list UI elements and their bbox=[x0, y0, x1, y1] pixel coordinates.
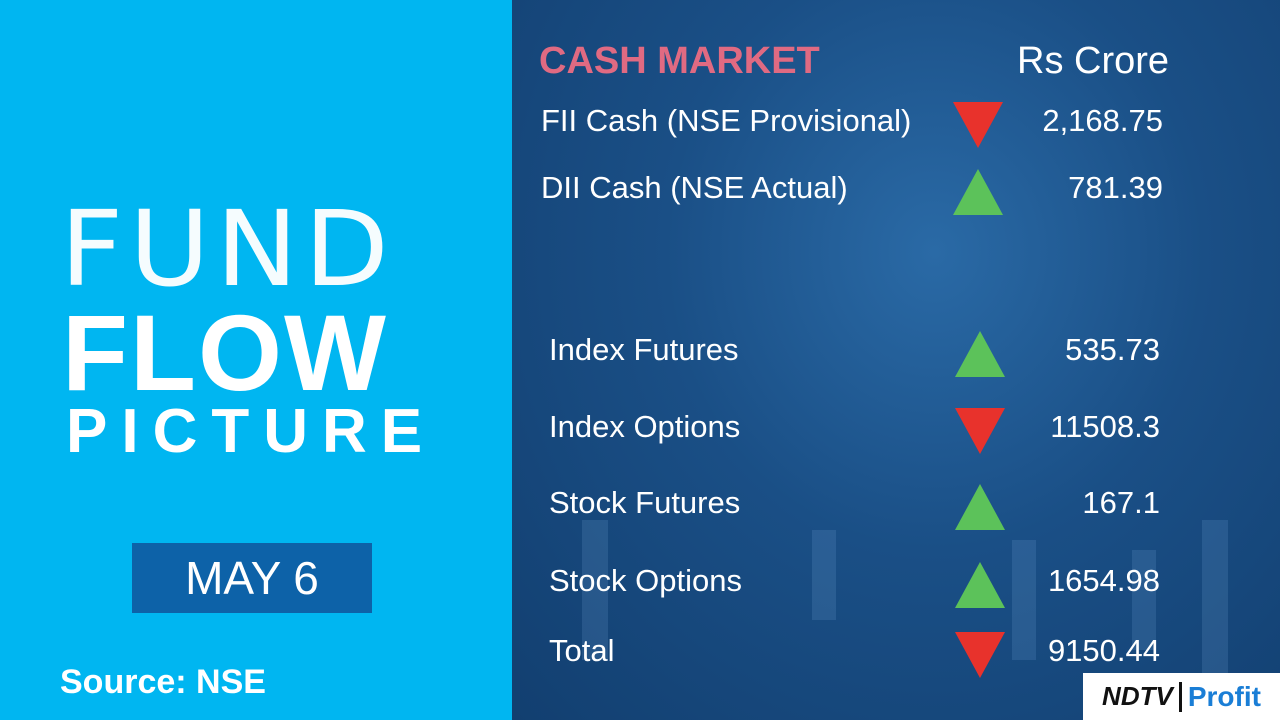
title-flow: FLOW bbox=[62, 292, 388, 413]
unit: Rs Crore bbox=[1017, 40, 1170, 82]
arrow-up bbox=[955, 562, 1005, 608]
arrow-down bbox=[955, 632, 1005, 678]
row-label: Index Futures bbox=[549, 332, 739, 367]
row-value: 1654.98 bbox=[1047, 563, 1160, 598]
arrow-shape bbox=[955, 331, 1005, 377]
arrow-down bbox=[955, 408, 1005, 454]
row-label: Stock Futures bbox=[549, 485, 741, 520]
arrow-down bbox=[953, 102, 1003, 148]
logo-product: Profit bbox=[1187, 680, 1261, 712]
row-label: Index Options bbox=[549, 409, 741, 444]
decor bbox=[1132, 550, 1156, 650]
arrow-shape bbox=[955, 562, 1005, 608]
row-value: 167.1 bbox=[1082, 485, 1160, 520]
arrow-up bbox=[955, 484, 1005, 530]
left-panel: FUND FLOW PICTURE MAY 6 Source: NSE bbox=[0, 0, 512, 720]
logo: NDTV Profit bbox=[1083, 673, 1280, 720]
heading: CASH MARKET bbox=[539, 40, 820, 82]
arrow-up bbox=[953, 169, 1003, 215]
row-label: Total bbox=[549, 633, 615, 668]
decor bbox=[1012, 540, 1036, 660]
title-picture: PICTURE bbox=[66, 397, 437, 466]
decor bbox=[582, 520, 608, 660]
right-panel bbox=[512, 0, 1280, 720]
arrow-shape bbox=[953, 169, 1003, 215]
row-value: 535.73 bbox=[1065, 332, 1160, 367]
arrow-shape bbox=[953, 102, 1003, 148]
arrow-shape bbox=[955, 408, 1005, 454]
row-value: 781.39 bbox=[1068, 170, 1163, 205]
row-label: Stock Options bbox=[549, 563, 742, 598]
logo-separator bbox=[1178, 681, 1182, 712]
row-value: 9150.44 bbox=[1047, 633, 1160, 668]
arrow-up bbox=[955, 331, 1005, 377]
arrow-shape bbox=[955, 484, 1005, 530]
source: Source: NSE bbox=[60, 663, 266, 701]
title-fund: FUND bbox=[60, 188, 395, 310]
row-label: DII Cash (NSE Actual) bbox=[541, 170, 848, 205]
row-label: FII Cash (NSE Provisional) bbox=[541, 103, 912, 138]
row-value: 11508.3 bbox=[1050, 409, 1160, 444]
decor bbox=[1202, 520, 1228, 680]
decor bbox=[812, 530, 836, 620]
date-box: MAY 6 bbox=[132, 543, 372, 613]
row-value: 2,168.75 bbox=[1042, 103, 1163, 138]
logo-brand: NDTV bbox=[1102, 681, 1173, 711]
arrow-shape bbox=[955, 632, 1005, 678]
